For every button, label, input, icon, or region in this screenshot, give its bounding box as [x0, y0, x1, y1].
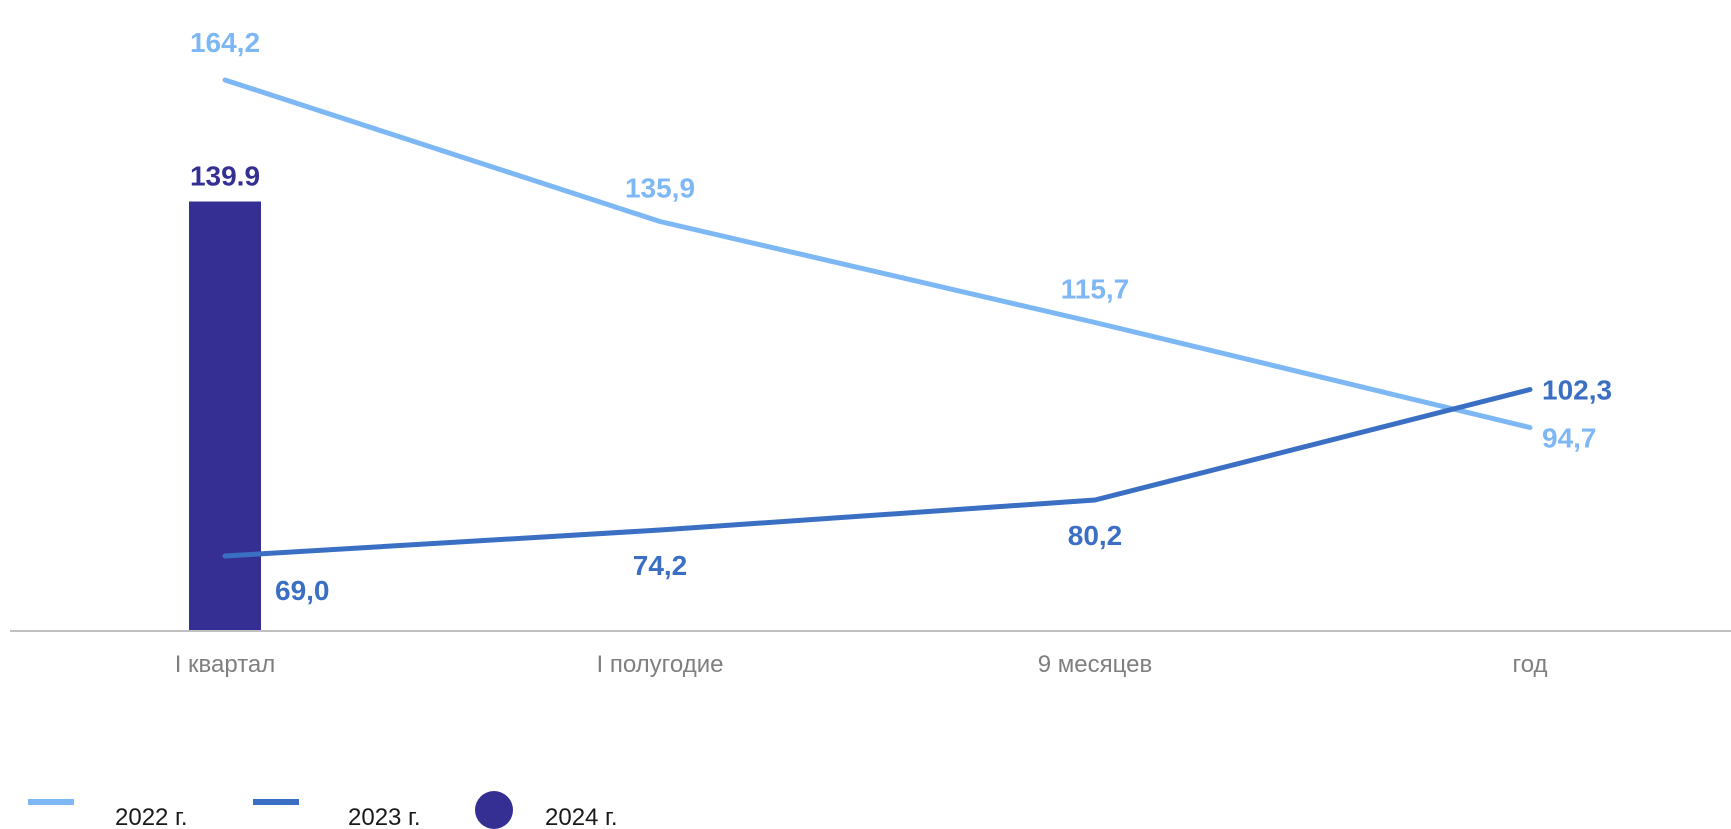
- data-label: 80,2: [1068, 520, 1123, 551]
- line-series-2022-г.: [222, 77, 1533, 430]
- x-tick-label: I квартал: [175, 651, 276, 678]
- data-label: 164,2: [190, 27, 260, 58]
- data-label: 94,7: [1542, 423, 1597, 454]
- data-label: 69,0: [275, 575, 330, 606]
- legend-swatch: [253, 799, 299, 805]
- data-labels-layer: 139.9 164,2 135,9 115,7 94,7 69,0 74,2 80,2 102,…: [190, 27, 1612, 606]
- x-tick-label: 9 месяцев: [1038, 651, 1152, 678]
- data-label: 139.9: [190, 161, 260, 192]
- legend-label: 2024 г.: [545, 804, 618, 829]
- legend-swatch: [475, 791, 513, 829]
- line-series-2023-г.: [222, 387, 1533, 559]
- legend-label: 2022 г.: [115, 804, 188, 829]
- x-axis-ticks: I квартал I полугодие 9 месяцев год: [175, 651, 1548, 678]
- bars-layer: [189, 201, 261, 631]
- lines-layer: [222, 77, 1533, 559]
- legend-label: 2023 г.: [348, 804, 421, 829]
- bar-2024-г.-0: [189, 201, 261, 631]
- data-label: 135,9: [625, 173, 695, 204]
- x-tick-label: I полугодие: [597, 651, 724, 678]
- data-label: 115,7: [1061, 274, 1130, 305]
- data-label: 102,3: [1542, 375, 1612, 406]
- data-label: 74,2: [633, 550, 688, 581]
- x-tick-label: год: [1512, 651, 1547, 678]
- legend: 2022 г. 2023 г. 2024 г.: [28, 791, 618, 829]
- legend-swatch: [28, 799, 74, 805]
